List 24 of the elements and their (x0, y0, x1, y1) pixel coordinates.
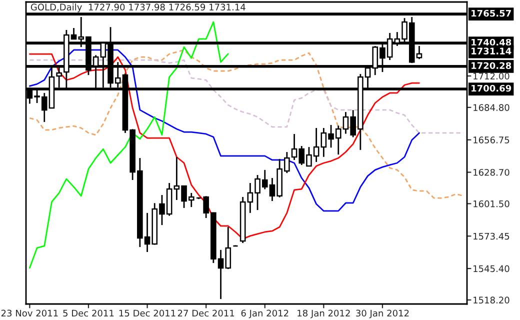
x-tick-label: 15 Dec 2011 (119, 310, 176, 317)
x-tick-label: 23 Nov 2011 (1, 310, 58, 317)
y-tick-label: 1518.20 (474, 296, 510, 304)
y-tick-label: 1628.70 (474, 168, 510, 176)
x-tick-label: 6 Jan 2012 (241, 310, 288, 318)
ref-line-label: 1720.28 (472, 62, 512, 70)
y-tick-label: 1545.40 (474, 265, 510, 272)
x-tick-label: 30 Jan 2012 (356, 310, 409, 318)
y-tick-label: 1656.75 (474, 136, 510, 144)
x-tick-label: 27 Dec 2011 (178, 310, 234, 317)
ref-line-label: 1700.69 (472, 84, 512, 92)
line-series (28, 53, 420, 240)
text: 1731.14 (472, 48, 512, 54)
x-tick-label: 18 Jan 2012 (298, 310, 350, 318)
y-tick-label: 1684.80 (474, 104, 510, 111)
y-tick-label: 1712.00 (474, 72, 510, 80)
x-tick-label: 5 Dec 2011 (63, 310, 114, 317)
ref-line-label: 1765.57 (472, 10, 511, 17)
line-series (28, 49, 464, 199)
ref-line-label: 1740.48 (472, 38, 512, 46)
chart-title: GOLD,Daily 1727.90 1737.98 1726.59 1731.14 (30, 4, 246, 12)
y-tick-label: 1601.50 (474, 200, 510, 208)
line-series (28, 21, 229, 269)
y-tick-label: 1573.45 (474, 232, 510, 240)
